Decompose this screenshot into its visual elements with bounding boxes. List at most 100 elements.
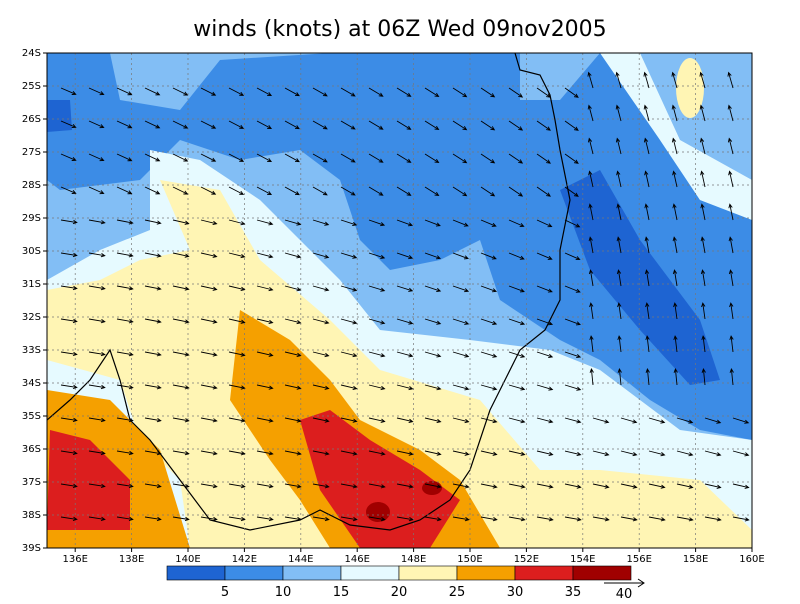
wind-arrow [728,170,734,188]
wind-arrow [701,368,706,386]
wind-arrow [536,483,554,489]
wind-arrow [116,120,133,129]
wind-arrow [564,252,581,261]
lon-label: 140E [175,554,200,565]
wind-arrow [645,368,650,386]
wind-arrow [312,516,330,522]
lon-label: 156E [626,554,651,565]
wind-arrow [200,285,218,291]
lat-label: 37S [22,477,41,488]
wind-arrow [564,450,582,457]
wind-arrow [643,71,650,89]
wind-arrow [536,120,551,131]
wind-arrow [700,236,706,254]
wind-arrow [424,450,442,456]
wind-arrow [424,351,442,358]
wind-arrow [452,384,470,391]
wind-arrow [228,219,246,226]
wind-arrow [508,417,526,424]
wind-arrow [228,87,245,96]
wind-arrow [284,450,302,456]
lon-label: 146E [344,554,369,565]
wind-arrow [536,384,554,391]
colorbar-box [340,565,400,581]
lat-label: 35S [22,411,41,422]
lat-label: 30S [22,246,41,257]
wind-arrow [60,483,78,489]
lon-label: 152E [514,554,539,565]
wind-arrow [424,384,442,391]
region-20-25 [676,58,704,118]
lon-label: 142E [232,554,257,565]
wind-arrow [368,219,386,227]
wind-arrow [144,516,162,522]
wind-arrow [256,219,274,226]
wind-arrow [452,120,468,131]
wind-arrow [588,269,594,287]
wind-arrow [592,417,610,424]
wind-arrow [672,203,678,221]
wind-arrow [312,483,330,489]
wind-arrow [144,318,162,324]
wind-arrow [589,302,594,320]
wind-arrow [616,170,622,188]
region-gt35 [366,502,390,522]
colorbar-label: 35 [565,585,582,600]
wind-arrow [396,516,414,522]
wind-arrow [536,87,551,98]
vector-scale-label: 40 [616,587,633,600]
map-frame [46,52,753,549]
wind-arrow [587,104,594,122]
wind-arrow [172,219,190,225]
wind-arrow [256,153,273,163]
wind-arrow [589,368,594,386]
wind-arrow [671,71,678,89]
wind-arrow [200,219,218,226]
region-20-25 [47,180,752,548]
wind-arrow [88,285,106,291]
wind-arrow [508,384,526,391]
wind-arrow [564,120,579,131]
wind-arrow [671,137,678,155]
colorbar-label: 15 [333,585,350,600]
wind-arrow [704,516,722,522]
wind-arrow [144,252,162,258]
wind-arrow [88,318,106,324]
wind-arrow [144,120,161,129]
wind-arrow [615,71,622,89]
wind-arrow [424,252,442,260]
wind-arrow [480,285,498,293]
wind-arrow [396,417,414,423]
wind-arrow [701,335,706,353]
wind-arrow [452,516,470,522]
wind-arrow [424,318,442,325]
wind-arrow [340,186,356,196]
wind-arrow [704,450,722,457]
wind-arrow [256,516,274,522]
wind-arrow [256,120,273,130]
wind-arrow [368,87,384,97]
wind-arrow [564,384,582,391]
wind-arrow [228,285,246,291]
lat-label: 32S [22,312,41,323]
wind-arrow [396,120,412,130]
wind-arrow [172,450,190,456]
lat-label: 31S [22,279,41,290]
wind-arrow [256,384,274,390]
wind-arrow [700,269,706,287]
lon-label: 158E [683,554,708,565]
wind-arrow [172,153,189,162]
wind-arrow [676,516,694,522]
wind-arrow [200,351,218,357]
wind-arrow [60,120,77,128]
wind-arrow [480,417,498,424]
wind-arrow [228,252,246,259]
wind-arrow [704,483,722,489]
wind-arrow [144,417,162,423]
wind-arrow [144,153,161,162]
wind-arrow [340,285,358,292]
wind-arrow [396,384,414,391]
wind-arrow [452,450,470,456]
wind-arrow [228,186,245,195]
